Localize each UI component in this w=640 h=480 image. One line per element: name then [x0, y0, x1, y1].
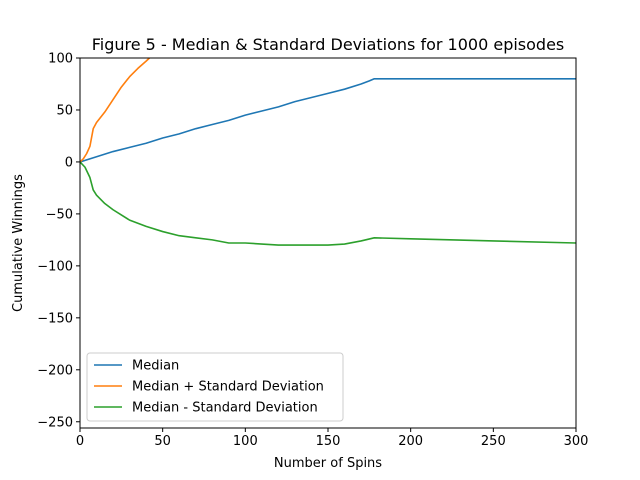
legend-box	[86, 352, 344, 422]
legend-label: Median	[132, 359, 179, 374]
legend: Median Median + Standard Deviation Median …	[86, 352, 344, 422]
y-tick-label: 50	[56, 103, 73, 118]
series-line-2	[80, 161, 576, 246]
legend-label: Median - Standard Deviation	[132, 401, 318, 416]
y-tick-label: 0	[65, 155, 73, 170]
y-axis-label: Cumulative Winnings	[11, 174, 26, 312]
x-tick-label: 50	[154, 434, 171, 449]
x-tick-label: 150	[316, 434, 341, 449]
y-tick-label: −250	[37, 415, 73, 430]
series-line-0	[80, 77, 576, 163]
ticks-layer: 0 50 100 150 200 250 300 100 50 0 −50 −100 −150 −200 −…	[37, 52, 588, 450]
x-tick-label: 100	[233, 434, 258, 449]
y-tick-label: −200	[37, 363, 73, 378]
legend-label: Median + Standard Deviation	[132, 380, 324, 395]
y-tick-label: −50	[46, 207, 73, 222]
series-line-1	[80, 58, 150, 163]
x-tick-label: 250	[481, 434, 506, 449]
x-tick-label: 0	[76, 434, 84, 449]
x-tick-label: 300	[564, 434, 589, 449]
x-tick-label: 200	[398, 434, 423, 449]
y-tick-label: −150	[37, 311, 73, 326]
y-tick-label: 100	[48, 52, 73, 67]
x-axis-label: Number of Spins	[274, 456, 382, 471]
chart-title: Figure 5 - Median & Standard Deviations …	[92, 35, 565, 54]
y-tick-label: −100	[37, 259, 73, 274]
series-layer	[80, 58, 576, 246]
